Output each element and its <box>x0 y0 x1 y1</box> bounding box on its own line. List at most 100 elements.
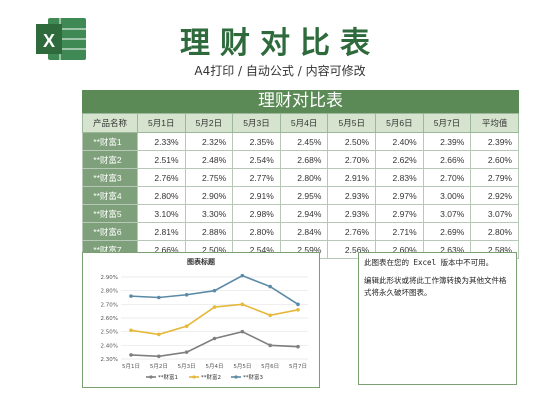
value-cell[interactable]: 2.77% <box>232 168 281 187</box>
value-cell[interactable]: 2.76% <box>327 222 377 241</box>
data-point <box>240 329 245 334</box>
value-cell[interactable]: 3.30% <box>184 204 234 223</box>
value-cell[interactable]: 2.91% <box>232 186 281 205</box>
value-cell[interactable]: 2.97% <box>375 186 424 205</box>
value-cell[interactable]: 2.80% <box>279 168 329 187</box>
value-cell[interactable]: 2.33% <box>136 132 186 151</box>
product-name-cell[interactable]: **财富5 <box>82 204 138 223</box>
excel-logo-icon: X <box>36 18 86 60</box>
value-cell[interactable]: 2.80% <box>136 186 186 205</box>
data-point <box>212 288 217 293</box>
value-cell[interactable]: 2.39% <box>470 132 519 151</box>
value-cell[interactable]: 2.62% <box>375 150 424 169</box>
value-cell[interactable]: 2.54% <box>232 150 281 169</box>
data-point <box>184 292 189 297</box>
value-cell[interactable]: 3.00% <box>422 186 472 205</box>
data-point <box>268 284 272 289</box>
value-cell[interactable]: 2.68% <box>279 150 329 169</box>
data-point <box>240 273 245 278</box>
value-cell[interactable]: 2.76% <box>136 168 186 187</box>
y-tick-label: 2.70% <box>101 302 118 308</box>
data-point <box>157 332 161 337</box>
sheet-title: 理财对比表 <box>82 90 519 113</box>
value-cell[interactable]: 2.93% <box>327 204 377 223</box>
product-name-cell[interactable]: **财富2 <box>82 150 138 169</box>
product-name-cell[interactable]: **财富3 <box>82 168 138 187</box>
header-row: 产品名称 5月1日 5月2日 5月3日 5月4日 5月5日 5月6日 5月7日 … <box>82 113 519 133</box>
value-cell[interactable]: 2.90% <box>184 186 234 205</box>
value-cell[interactable]: 2.80% <box>232 222 281 241</box>
product-name-cell[interactable]: **财富4 <box>82 186 138 205</box>
value-cell[interactable]: 2.70% <box>422 168 472 187</box>
value-cell[interactable]: 2.50% <box>327 132 377 151</box>
value-cell[interactable]: 2.84% <box>279 222 329 241</box>
page-title: 理财对比表 <box>180 26 380 61</box>
value-cell[interactable]: 2.83% <box>375 168 424 187</box>
data-point <box>129 294 133 298</box>
header-cell[interactable]: 5月6日 <box>375 113 424 133</box>
header-cell[interactable]: 5月4日 <box>279 113 329 133</box>
value-cell[interactable]: 2.94% <box>279 204 329 223</box>
header-cell[interactable]: 5月5日 <box>327 113 377 133</box>
data-point <box>184 350 189 354</box>
x-tick-label: 5月4日 <box>206 363 224 370</box>
header-cell[interactable]: 平均值 <box>470 113 519 133</box>
legend-label: **财富1 <box>158 373 178 381</box>
value-cell[interactable]: 2.40% <box>375 132 424 151</box>
value-cell[interactable]: 3.07% <box>470 204 519 223</box>
value-cell[interactable]: 2.93% <box>327 186 377 205</box>
legend-label: **财富3 <box>243 373 264 381</box>
y-tick-label: 2.30% <box>101 357 118 363</box>
table-row: **财富5 3.10% 3.30% 2.98% 2.94% 2.93% 2.97% 3.07%… <box>82 204 519 223</box>
value-cell[interactable]: 2.97% <box>375 204 424 223</box>
value-cell[interactable]: 2.75% <box>184 168 234 187</box>
value-cell[interactable]: 2.88% <box>184 222 234 241</box>
legend-label: **财富2 <box>201 373 221 381</box>
value-cell[interactable]: 2.32% <box>184 132 234 151</box>
header-cell[interactable]: 产品名称 <box>82 113 138 133</box>
table-row: **财富6 2.81% 2.88% 2.80% 2.84% 2.76% 2.71% 2.69%… <box>82 222 519 241</box>
value-cell[interactable]: 2.70% <box>327 150 377 169</box>
value-cell[interactable]: 2.98% <box>232 204 281 223</box>
x-tick-label: 5月5日 <box>233 363 251 370</box>
table-body: **财富1 2.33% 2.32% 2.35% 2.45% 2.50% 2.40% 2.39%… <box>82 132 519 259</box>
value-cell[interactable]: 2.95% <box>279 186 329 205</box>
chart-svg: 图表标题 2.90% 2.80% 2.70% 2.60% 2.50% 2.40% 2.30% 5… <box>101 257 308 381</box>
line-chart[interactable]: 图表标题 2.90% 2.80% 2.70% 2.60% 2.50% 2.40% 2.30% 5… <box>82 252 320 388</box>
table-row: **财富3 2.76% 2.75% 2.77% 2.80% 2.91% 2.83% 2.70%… <box>82 168 519 187</box>
value-cell[interactable]: 2.60% <box>470 150 519 169</box>
value-cell[interactable]: 3.10% <box>136 204 186 223</box>
data-point <box>212 336 217 341</box>
chart-unavailable-note[interactable]: 此图表在您的 Excel 版本中不可用。 编辑此形状或将此工作簿转换为其他文件格… <box>358 252 517 385</box>
data-point <box>268 313 272 318</box>
value-cell[interactable]: 2.71% <box>375 222 424 241</box>
data-point <box>212 305 217 309</box>
table-row: **财富2 2.51% 2.48% 2.54% 2.68% 2.70% 2.62% 2.66%… <box>82 150 519 169</box>
header: X 理财对比表 A4打印 / 自动公式 / 内容可修改 <box>0 0 560 86</box>
value-cell[interactable]: 2.45% <box>279 132 329 151</box>
value-cell[interactable]: 2.48% <box>184 150 234 169</box>
value-cell[interactable]: 2.39% <box>422 132 472 151</box>
x-tick-label: 5月3日 <box>178 363 196 370</box>
value-cell[interactable]: 2.35% <box>232 132 281 151</box>
header-cell[interactable]: 5月7日 <box>422 113 472 133</box>
data-point <box>240 302 245 307</box>
header-cell[interactable]: 5月3日 <box>232 113 281 133</box>
header-cell[interactable]: 5月1日 <box>136 113 186 133</box>
value-cell[interactable]: 2.69% <box>422 222 472 241</box>
value-cell[interactable]: 2.81% <box>136 222 186 241</box>
legend-marker <box>234 375 238 379</box>
value-cell[interactable]: 2.91% <box>327 168 377 187</box>
y-tick-label: 2.80% <box>101 289 118 295</box>
value-cell[interactable]: 2.92% <box>470 186 519 205</box>
product-name-cell[interactable]: **财富1 <box>82 132 138 151</box>
legend-marker <box>192 375 196 379</box>
value-cell[interactable]: 2.80% <box>470 222 519 241</box>
value-cell[interactable]: 2.79% <box>470 168 519 187</box>
y-tick-label: 2.60% <box>101 316 118 322</box>
product-name-cell[interactable]: **财富6 <box>82 222 138 241</box>
value-cell[interactable]: 3.07% <box>422 204 472 223</box>
value-cell[interactable]: 2.66% <box>422 150 472 169</box>
header-cell[interactable]: 5月2日 <box>184 113 234 133</box>
value-cell[interactable]: 2.51% <box>136 150 186 169</box>
